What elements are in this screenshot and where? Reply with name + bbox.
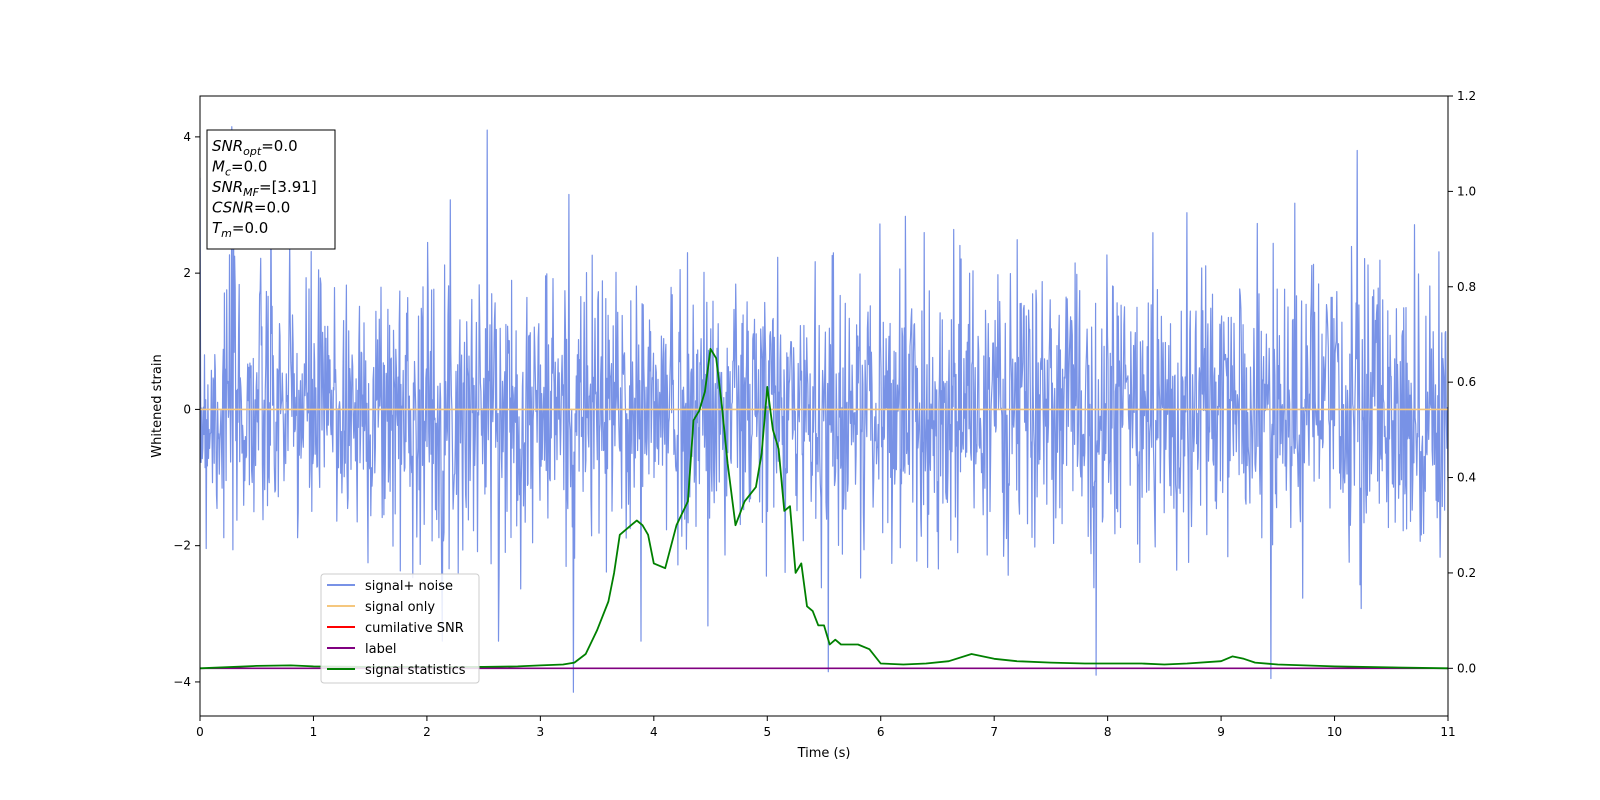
x-tick-label: 8	[1104, 725, 1112, 739]
legend: signal+ noise signal only cumilative SNR la…	[320, 573, 480, 684]
annotation-line: CSNR=0.0	[212, 199, 290, 217]
y-tick-label: 0	[183, 402, 191, 416]
x-tick-label: 4	[650, 725, 658, 739]
legend-items: signal+ noise signal only cumilative SNR la…	[327, 579, 466, 678]
x-tick-label: 7	[990, 725, 998, 739]
y2-tick-label: 1.0	[1457, 184, 1476, 198]
x-tick-label: 6	[877, 725, 885, 739]
legend-label: signal statistics	[365, 663, 466, 678]
y2-tick-label: 1.2	[1457, 89, 1476, 103]
x-tick-label: 3	[537, 725, 545, 739]
y-axis-label: Whitened strain	[150, 354, 165, 457]
x-tick-label: 9	[1217, 725, 1225, 739]
y2-tick-label: 0.6	[1457, 375, 1476, 389]
x-tick-label: 0	[196, 725, 204, 739]
y2-tick-label: 0.8	[1457, 280, 1476, 294]
x-tick-label: 1	[310, 725, 318, 739]
series-signal-statistics-line	[200, 347, 1448, 670]
y2-tick-label: 0.4	[1457, 471, 1476, 485]
annotation-line: SNRopt=0.0	[212, 137, 298, 158]
x-tick-label: 5	[763, 725, 771, 739]
y2-tick-label: 0.0	[1457, 661, 1476, 675]
legend-frame	[320, 573, 480, 684]
annotation-line: Mc=0.0	[212, 158, 267, 179]
y-axis-left: −4 −2 0 2 4	[173, 130, 200, 689]
y-axis-right: 0.0 0.2 0.4 0.6 0.8 1.0 1.2	[1448, 89, 1476, 675]
y2-tick-label: 0.2	[1457, 566, 1476, 580]
legend-label: cumilative SNR	[365, 621, 464, 636]
x-tick-label: 11	[1440, 725, 1455, 739]
annotation-frame	[206, 129, 336, 250]
y-tick-label: 4	[183, 130, 191, 144]
y-tick-label: −4	[173, 675, 191, 689]
legend-label: signal+ noise	[365, 579, 453, 594]
annotation-line: SNRMF=[3.91]	[212, 178, 317, 199]
x-axis-label: Time (s)	[797, 746, 851, 761]
plot-frame	[199, 95, 1449, 717]
y-tick-label: 2	[183, 266, 191, 280]
x-axis: 0 1 2 3 4 5 6 7 8 9 10 11	[196, 716, 1456, 739]
annotation-line: Tm=0.0	[212, 219, 268, 240]
y-tick-label: −2	[173, 539, 191, 553]
legend-label: label	[365, 642, 396, 657]
x-tick-label: 2	[423, 725, 431, 739]
x-tick-label: 10	[1327, 725, 1342, 739]
legend-label: signal only	[365, 600, 435, 615]
